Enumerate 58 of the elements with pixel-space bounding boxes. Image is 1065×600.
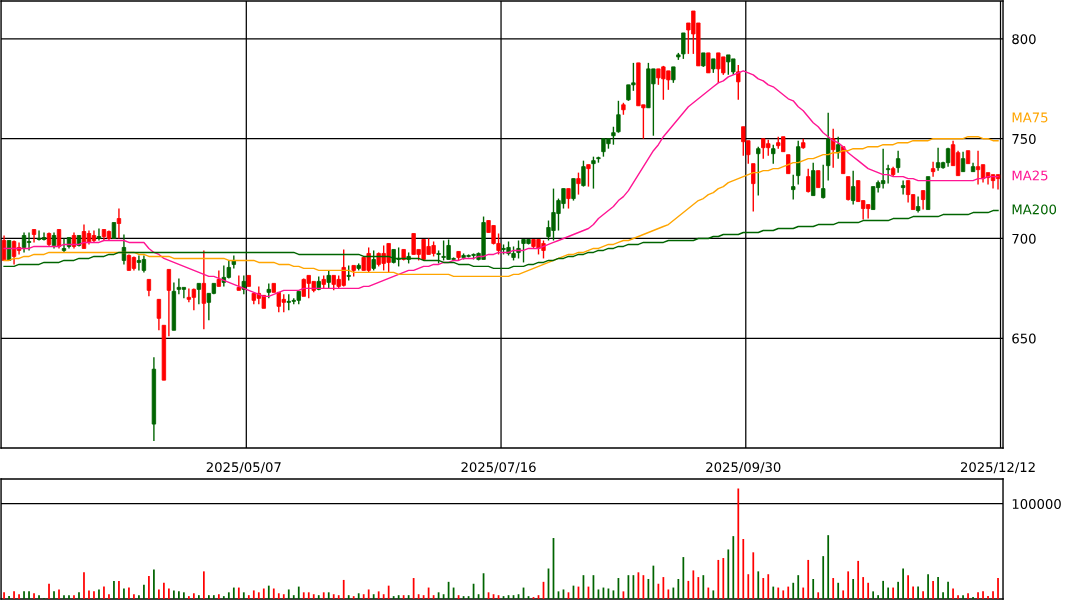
candlestick (786, 153, 791, 175)
candlestick (136, 254, 142, 272)
candlestick (975, 149, 981, 186)
candlestick (236, 274, 241, 292)
candlestick (586, 163, 591, 188)
candlestick (196, 282, 202, 306)
candlestick (935, 146, 941, 172)
x-tick-label: 2025/12/12 (960, 462, 1035, 474)
y-tick-label: 750 (1012, 133, 1036, 144)
y-tick-label: 650 (1012, 333, 1036, 344)
candlestick (865, 203, 871, 220)
x-tick-label: 2025/05/07 (206, 462, 281, 474)
candlestick (26, 231, 32, 252)
candlestick (581, 159, 586, 188)
candlestick (821, 163, 826, 200)
candlestick (880, 147, 886, 190)
line-series (3, 209, 999, 270)
candlestick (851, 169, 856, 206)
candlestick (831, 128, 836, 169)
candlestick (900, 179, 906, 196)
candlestick (915, 195, 921, 214)
series-label: MA75 (1012, 112, 1048, 123)
candlestick (241, 274, 246, 296)
candlestick (186, 287, 192, 304)
y-tick-label: 700 (1012, 233, 1036, 244)
candlestick (591, 155, 596, 190)
candlestick (616, 100, 621, 134)
candlestick (885, 163, 891, 185)
series-label: MA200 (1012, 204, 1057, 215)
candlestick (21, 231, 27, 254)
candlestick (116, 207, 122, 240)
candlestick (176, 277, 182, 296)
candlestick (571, 177, 576, 202)
candlestick (895, 149, 901, 174)
candlestick (920, 189, 926, 211)
candlestick (756, 145, 761, 197)
candlestick (960, 150, 966, 173)
candlestick (36, 229, 42, 242)
candlestick (96, 227, 102, 242)
y-tick-label: 800 (1012, 34, 1036, 45)
candlestick (61, 237, 67, 254)
candlestick (166, 268, 172, 337)
candlestick (806, 167, 811, 194)
candlestick (751, 162, 756, 213)
candlestick (566, 187, 571, 210)
x-tick-label: 2025/07/16 (461, 462, 536, 474)
candlestick (846, 175, 851, 202)
y-tick-label: 100000 (1012, 498, 1061, 509)
series-label: MA25 (1012, 170, 1048, 181)
candlestick (736, 64, 741, 101)
candlestick (836, 136, 841, 160)
candlestick (201, 249, 207, 330)
candlestick (706, 52, 711, 74)
candlestick (576, 171, 581, 196)
x-tick-label: 2025/09/30 (706, 462, 781, 474)
candlestick (791, 173, 796, 201)
candlestick (930, 160, 936, 178)
candlestick (771, 144, 776, 165)
